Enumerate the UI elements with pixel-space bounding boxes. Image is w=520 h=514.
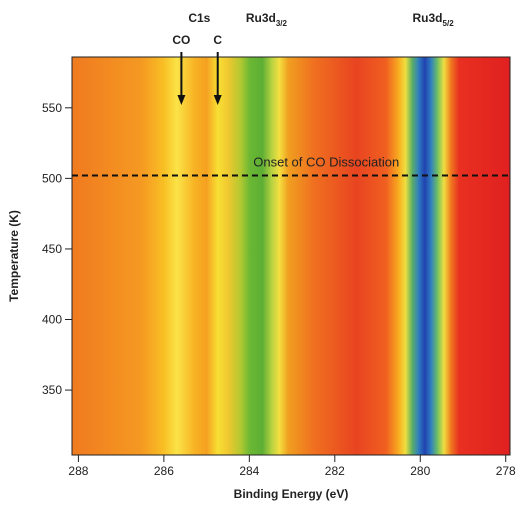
heat-stripe xyxy=(437,57,445,455)
arrow-label: C xyxy=(213,33,222,47)
arrow-label: CO xyxy=(172,33,190,47)
x-tick-label: 278 xyxy=(496,464,516,478)
x-tick-label: 282 xyxy=(325,464,345,478)
arrow-head xyxy=(177,95,186,105)
onset-label: Onset of CO Dissociation xyxy=(253,155,399,170)
peak-label-sub: 3/2 xyxy=(276,19,288,28)
y-axis-label: Temperature (K) xyxy=(7,210,21,302)
group-label: C1s xyxy=(188,11,210,25)
x-tick-label: 280 xyxy=(410,464,430,478)
heat-stripe xyxy=(206,57,218,455)
heat-stripe xyxy=(386,57,400,455)
heat-stripe xyxy=(356,57,387,455)
x-tick-label: 288 xyxy=(68,464,88,478)
heat-stripe xyxy=(270,57,280,455)
y-tick-label: 500 xyxy=(42,171,62,185)
x-tick-label: 284 xyxy=(239,464,259,478)
heat-stripe xyxy=(313,57,357,455)
heat-stripe xyxy=(227,57,242,455)
plot-frame xyxy=(71,56,511,456)
y-tick-label: 550 xyxy=(42,101,62,115)
heat-stripe xyxy=(458,57,511,455)
heat-stripe xyxy=(249,57,263,455)
peak-label-main: Ru3d xyxy=(413,11,443,25)
y-tick-label: 400 xyxy=(42,313,62,327)
heat-stripe xyxy=(217,57,229,455)
peak-label-main: Ru3d xyxy=(246,11,276,25)
heat-stripe xyxy=(424,57,432,455)
heat-stripe xyxy=(411,57,419,455)
heat-stripe xyxy=(450,57,460,455)
peak-label-sub: 5/2 xyxy=(443,19,455,28)
peak-label: Ru3d3/2 xyxy=(246,11,288,28)
heat-stripe xyxy=(163,57,178,455)
heat-stripe xyxy=(430,57,438,455)
heat-stripe xyxy=(142,57,165,455)
heat-stripe xyxy=(240,57,250,455)
heat-stripe xyxy=(176,57,195,455)
heat-stripe xyxy=(405,57,413,455)
heat-stripe xyxy=(287,57,314,455)
heat-stripe xyxy=(418,57,426,455)
heat-stripe xyxy=(398,57,406,455)
y-tick-label: 350 xyxy=(42,383,62,397)
x-axis-label: Binding Energy (eV) xyxy=(234,487,349,501)
y-tick-label: 450 xyxy=(42,242,62,256)
heat-stripe xyxy=(262,57,272,455)
x-tick-label: 286 xyxy=(154,464,174,478)
arrow-head xyxy=(213,95,222,105)
heat-stripe xyxy=(279,57,289,455)
heat-stripe xyxy=(443,57,451,455)
heat-stripe xyxy=(72,57,144,455)
heat-stripe xyxy=(193,57,208,455)
peak-label: Ru3d5/2 xyxy=(413,11,455,28)
